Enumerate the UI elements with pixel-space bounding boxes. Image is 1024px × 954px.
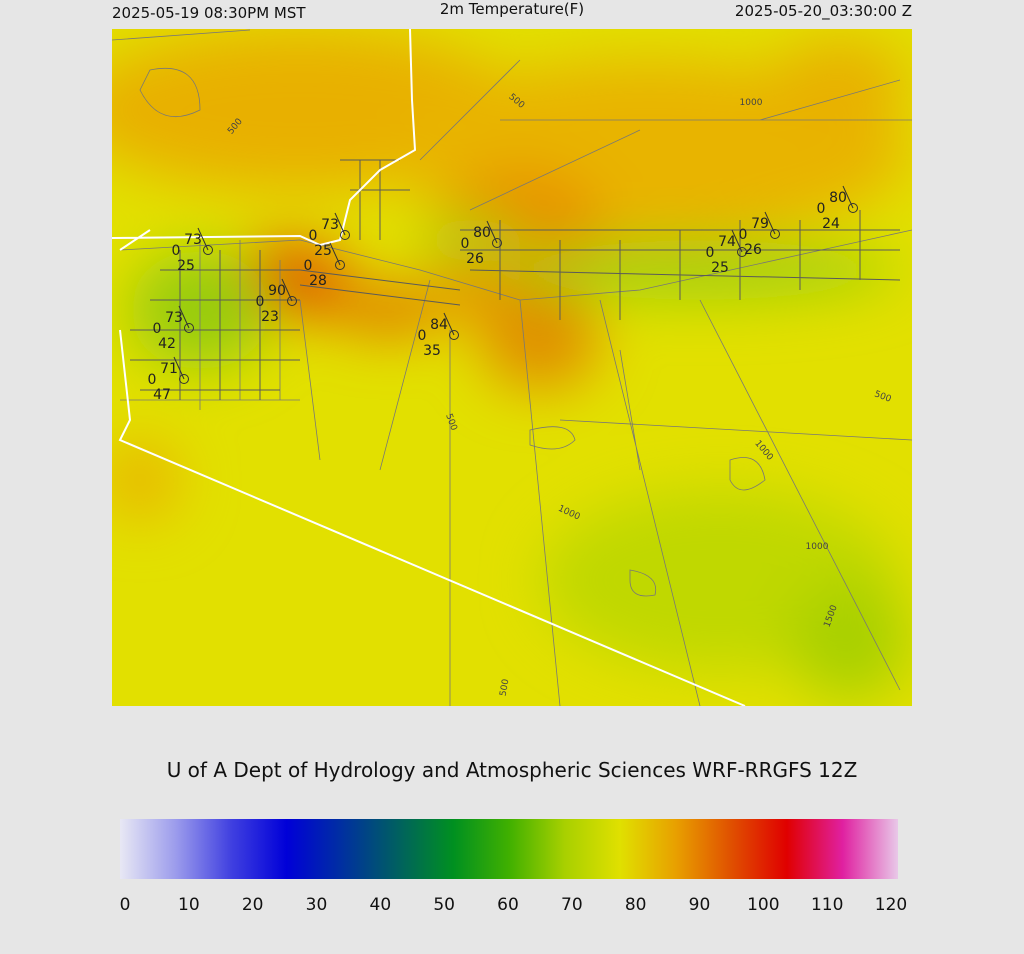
station-circle [184, 323, 194, 333]
station-circle [770, 229, 780, 239]
contour-label: 500 [499, 678, 512, 697]
station-dewpoint: 23 [261, 309, 279, 325]
station-circle [340, 230, 350, 240]
colorbar-tick-label: 50 [433, 895, 455, 915]
station-dewpoint: 26 [466, 251, 484, 267]
valid-time-utc: 2025-05-20_03:30:00 Z [735, 2, 912, 21]
station-temp: 80 [829, 190, 847, 206]
colorbar-tick-label: 80 [625, 895, 647, 915]
colorbar [120, 819, 898, 879]
station-circle [737, 247, 747, 257]
valid-time-local: 2025-05-19 08:30PM MST [112, 4, 306, 22]
colorbar-tick-label: 60 [497, 895, 519, 915]
wind-barb [731, 229, 743, 253]
station-wind: 0 [309, 228, 318, 244]
station-wind: 0 [817, 201, 826, 217]
station-temp: 80 [473, 225, 491, 241]
station-wind: 0 [153, 321, 162, 337]
map-title: 2m Temperature(F) [440, 0, 584, 18]
station-dewpoint: 28 [309, 273, 327, 289]
station-wind: 0 [148, 372, 157, 388]
credit: U of A Dept of Hydrology and Atmospheric… [167, 758, 858, 782]
city-grid [130, 159, 901, 400]
station-temp: 73 [184, 232, 202, 248]
boundaries [112, 29, 746, 706]
wind-barb [486, 220, 498, 244]
station-dewpoint: 24 [822, 216, 840, 232]
colorbar-tick-label: 40 [370, 895, 392, 915]
station-dewpoint: 26 [744, 242, 762, 258]
wind-barb [764, 211, 776, 235]
station-wind: 0 [461, 236, 470, 252]
station-dewpoint: 25 [177, 258, 195, 274]
wind-barb [329, 242, 341, 266]
station-dewpoint: 25 [711, 260, 729, 276]
station-wind: 0 [172, 243, 181, 259]
station-dewpoint: 25 [314, 243, 332, 259]
station-circle [335, 260, 345, 270]
wind-barb [842, 185, 854, 209]
station-circle [203, 245, 213, 255]
station-wind: 0 [304, 258, 313, 274]
station-temp: 73 [165, 310, 183, 326]
station-temp: 84 [430, 317, 448, 333]
colorbar-tick-label: 30 [306, 895, 328, 915]
station-circle [179, 374, 189, 384]
station-circle [287, 296, 297, 306]
colorbar-tick-label: 90 [689, 895, 711, 915]
station-circle [492, 238, 502, 248]
colorbar-tick-label: 120 [875, 895, 907, 915]
station-temp: 74 [718, 234, 736, 250]
wind-barb [281, 278, 293, 302]
contour-label: 1000 [806, 542, 829, 552]
wind-barb [173, 356, 185, 380]
station-circle [848, 203, 858, 213]
wind-barb [334, 212, 346, 236]
wind-barb [197, 227, 209, 251]
station-wind: 0 [739, 227, 748, 243]
wind-barb [178, 305, 190, 329]
station-circle [449, 330, 459, 340]
colorbar-tick-label: 0 [120, 895, 131, 915]
station-temp: 90 [268, 283, 286, 299]
station-temp: 79 [751, 216, 769, 232]
colorbar-tick-label: 20 [242, 895, 264, 915]
colorbar-tick-label: 110 [811, 895, 843, 915]
station-dewpoint: 35 [423, 343, 441, 359]
station-wind: 0 [418, 328, 427, 344]
station-plot: 028 [304, 242, 345, 289]
station-wind: 0 [256, 294, 265, 310]
colorbar-tick-label: 10 [178, 895, 200, 915]
contour-label: 1000 [740, 98, 763, 108]
colorbar-tick-label: 100 [747, 895, 779, 915]
station-temp: 73 [321, 217, 339, 233]
wind-barb [443, 312, 455, 336]
station-dewpoint: 47 [153, 387, 171, 403]
station-dewpoint: 42 [158, 336, 176, 352]
colorbar-tick-label: 70 [561, 895, 583, 915]
station-temp: 71 [160, 361, 178, 377]
station-wind: 0 [706, 245, 715, 261]
